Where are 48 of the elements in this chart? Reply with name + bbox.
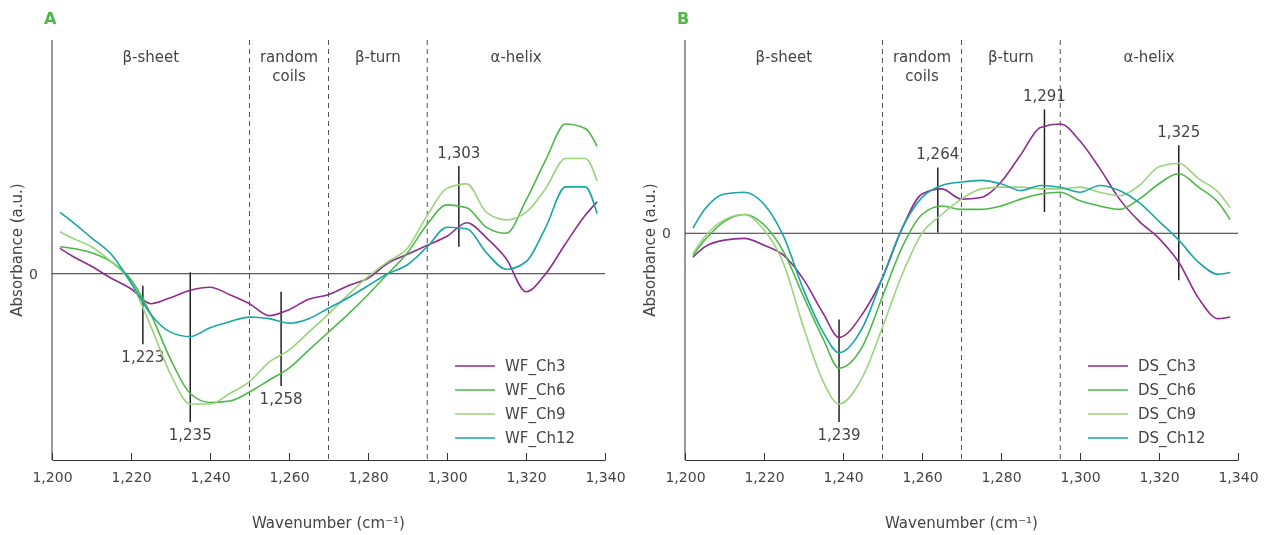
ref-line-label: 1,291 — [1022, 87, 1066, 106]
x-tick-label: 1,240 — [823, 468, 864, 485]
x-axis-title: Wavenumber (cm⁻¹) — [885, 514, 1038, 532]
chart-title: A — [44, 9, 57, 28]
ref-line-label: 1,258 — [259, 390, 303, 409]
legend-label: DS_Ch9 — [1138, 405, 1197, 425]
y-axis-title: Absorbance (a.u.) — [641, 183, 659, 317]
x-tick-label: 1,340 — [1218, 468, 1259, 485]
text: α-helix — [490, 48, 542, 66]
y-axis-title: Absorbance (a.u.) — [8, 183, 26, 317]
ref-line-label: 0 — [662, 225, 671, 242]
legend-label: DS_Ch12 — [1138, 429, 1206, 449]
ref-line-label: 0 — [29, 265, 38, 282]
text: β-turn — [987, 48, 1034, 66]
legend-label: WF_Ch9 — [505, 405, 566, 425]
text: β-sheet — [755, 48, 813, 66]
ref-line-label: 1,303 — [437, 143, 481, 162]
x-tick-label: 1,320 — [506, 468, 547, 485]
x-tick-label: 1,320 — [1139, 468, 1180, 485]
text: β-turn — [354, 48, 401, 66]
chart-title: B — [677, 9, 690, 28]
x-tick-label: 1,220 — [111, 468, 152, 485]
legend-label: WF_Ch6 — [505, 381, 566, 401]
x-tick-label: 1,240 — [190, 468, 231, 485]
text: random coils — [892, 48, 952, 85]
x-tick-label: 1,300 — [427, 468, 468, 485]
text: β-sheet — [122, 48, 180, 66]
x-tick-label: 1,340 — [585, 468, 626, 485]
x-axis-title: Wavenumber (cm⁻¹) — [252, 514, 405, 532]
legend-label: WF_Ch3 — [505, 357, 566, 377]
ref-line-label: 1,239 — [817, 426, 861, 444]
x-tick-label: 1,200 — [665, 468, 706, 485]
x-tick-label: 1,220 — [744, 468, 785, 485]
x-tick-label: 1,300 — [1060, 468, 1101, 485]
ref-line-label: 1,223 — [121, 348, 165, 367]
text: α-helix — [1123, 48, 1175, 66]
legend-label: WF_Ch12 — [505, 429, 576, 449]
x-tick-label: 1,260 — [269, 468, 310, 485]
ref-line-label: 1,264 — [916, 145, 960, 164]
text: random coils — [259, 48, 319, 85]
ref-line-label: 1,235 — [168, 426, 212, 444]
ref-line-label: 1,325 — [1157, 123, 1201, 142]
legend-label: DS_Ch6 — [1138, 381, 1197, 401]
x-tick-label: 1,280 — [981, 468, 1022, 485]
x-tick-label: 1,260 — [902, 468, 943, 485]
x-tick-label: 1,200 — [32, 468, 73, 485]
x-tick-label: 1,280 — [348, 468, 389, 485]
legend-label: DS_Ch3 — [1138, 357, 1197, 377]
